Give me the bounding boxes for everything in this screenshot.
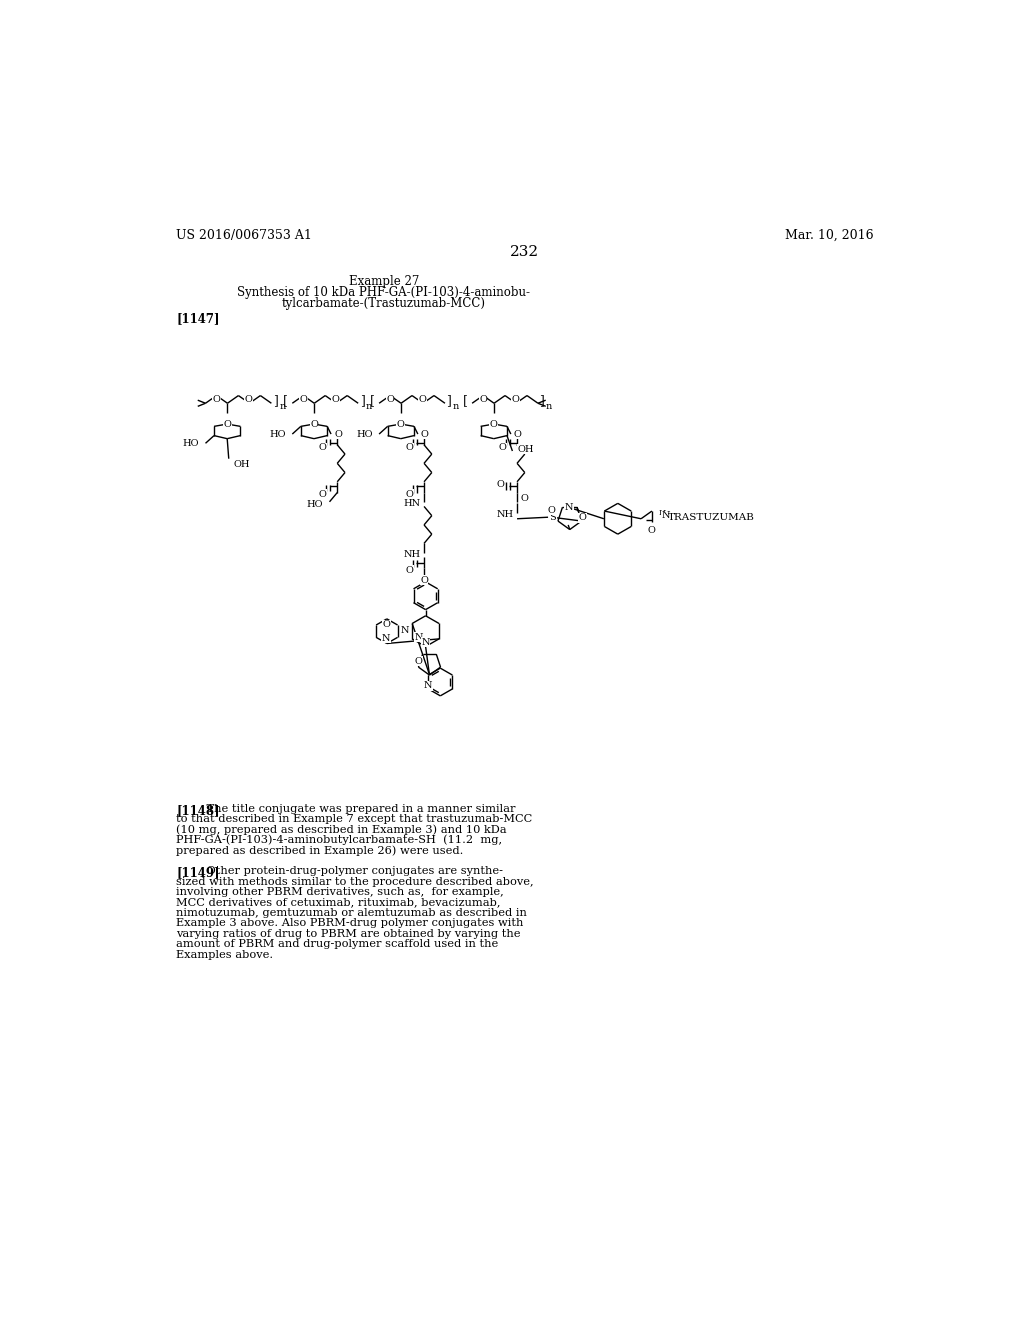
Text: [: [ [370, 395, 375, 408]
Text: O: O [310, 420, 317, 429]
Text: O: O [512, 395, 519, 404]
Text: Mar. 10, 2016: Mar. 10, 2016 [785, 230, 873, 243]
Text: O: O [212, 395, 220, 404]
Text: O: O [548, 506, 556, 515]
Text: Example 3 above. Also PBRM-drug polymer conjugates with: Example 3 above. Also PBRM-drug polymer … [176, 919, 523, 928]
Text: O: O [334, 429, 342, 438]
Text: n: n [453, 401, 459, 411]
Text: n: n [366, 401, 372, 411]
Text: O: O [499, 444, 506, 453]
Text: HN: HN [403, 499, 421, 508]
Text: O: O [419, 395, 426, 404]
Text: sized with methods similar to the procedure described above,: sized with methods similar to the proced… [176, 876, 534, 887]
Text: N: N [415, 632, 423, 642]
Text: N: N [424, 681, 432, 690]
Text: N: N [662, 511, 671, 520]
Text: to that described in Example 7 except that trastuzumab-MCC: to that described in Example 7 except th… [176, 814, 532, 824]
Text: NH: NH [403, 549, 421, 558]
Text: Example 27: Example 27 [348, 276, 419, 289]
Text: PHF-GA-(PI-103)-4-aminobutylcarbamate-SH  (11.2  mg,: PHF-GA-(PI-103)-4-aminobutylcarbamate-SH… [176, 834, 502, 845]
Text: OH: OH [517, 445, 534, 454]
Text: Other protein-drug-polymer conjugates are synthe-: Other protein-drug-polymer conjugates ar… [191, 866, 503, 876]
Text: O: O [406, 566, 414, 574]
Text: O: O [299, 395, 307, 404]
Text: Examples above.: Examples above. [176, 949, 273, 960]
Text: O: O [489, 420, 498, 429]
Text: O: O [421, 429, 429, 438]
Text: The title conjugate was prepared in a manner similar: The title conjugate was prepared in a ma… [191, 804, 515, 813]
Text: nimotuzumab, gemtuzumab or alemtuzumab as described in: nimotuzumab, gemtuzumab or alemtuzumab a… [176, 908, 527, 917]
Text: NH: NH [497, 510, 514, 519]
Text: N: N [565, 503, 573, 512]
Text: O: O [397, 420, 404, 429]
Text: ]: ] [446, 395, 452, 408]
Text: [1149]: [1149] [176, 866, 219, 879]
Text: O: O [386, 395, 394, 404]
Text: O: O [497, 479, 505, 488]
Text: O: O [521, 494, 528, 503]
Text: O: O [318, 444, 327, 453]
Text: HO: HO [183, 438, 200, 447]
Text: Synthesis of 10 kDa PHF-GA-(PI-103)-4-aminobu-: Synthesis of 10 kDa PHF-GA-(PI-103)-4-am… [238, 286, 530, 300]
Text: [1147]: [1147] [176, 313, 219, 326]
Text: ]: ] [273, 395, 278, 408]
Text: ]: ] [359, 395, 365, 408]
Text: (10 mg, prepared as described in Example 3) and 10 kDa: (10 mg, prepared as described in Example… [176, 825, 507, 836]
Text: n: n [280, 401, 286, 411]
Text: US 2016/0067353 A1: US 2016/0067353 A1 [176, 230, 312, 243]
Text: S: S [550, 512, 556, 521]
Text: prepared as described in Example 26) were used.: prepared as described in Example 26) wer… [176, 845, 464, 855]
Text: MCC derivatives of cetuximab, rituximab, bevacizumab,: MCC derivatives of cetuximab, rituximab,… [176, 898, 501, 908]
Text: [1148]: [1148] [176, 804, 219, 817]
Text: HO: HO [307, 500, 324, 510]
Text: O: O [223, 420, 231, 429]
Text: ]: ] [540, 395, 545, 408]
Text: N: N [382, 634, 390, 643]
Text: OH: OH [233, 461, 250, 469]
Text: O: O [406, 444, 414, 453]
Text: O: O [383, 620, 391, 630]
Text: [: [ [463, 395, 467, 408]
Text: O: O [245, 395, 253, 404]
Text: tylcarbamate-(Trastuzumab-MCC): tylcarbamate-(Trastuzumab-MCC) [282, 297, 485, 310]
Text: O: O [648, 527, 655, 536]
Text: O: O [579, 513, 587, 523]
Text: n: n [546, 401, 552, 411]
Text: HO: HO [356, 429, 373, 438]
Text: 232: 232 [510, 244, 540, 259]
Text: O: O [415, 657, 423, 665]
Text: H: H [658, 508, 666, 516]
Text: [: [ [283, 395, 288, 408]
Text: O: O [406, 490, 414, 499]
Text: involving other PBRM derivatives, such as,  for example,: involving other PBRM derivatives, such a… [176, 887, 504, 898]
Text: O: O [332, 395, 340, 404]
Text: O: O [420, 576, 428, 585]
Text: HO: HO [269, 429, 286, 438]
Text: amount of PBRM and drug-polymer scaffold used in the: amount of PBRM and drug-polymer scaffold… [176, 940, 499, 949]
Text: O: O [318, 490, 327, 499]
Text: O: O [514, 429, 522, 438]
Text: N: N [400, 626, 409, 635]
Text: O: O [479, 395, 486, 404]
Text: varying ratios of drug to PBRM are obtained by varying the: varying ratios of drug to PBRM are obtai… [176, 929, 520, 939]
Text: N: N [421, 638, 430, 647]
Text: TRASTUZUMAB: TRASTUZUMAB [668, 512, 755, 521]
